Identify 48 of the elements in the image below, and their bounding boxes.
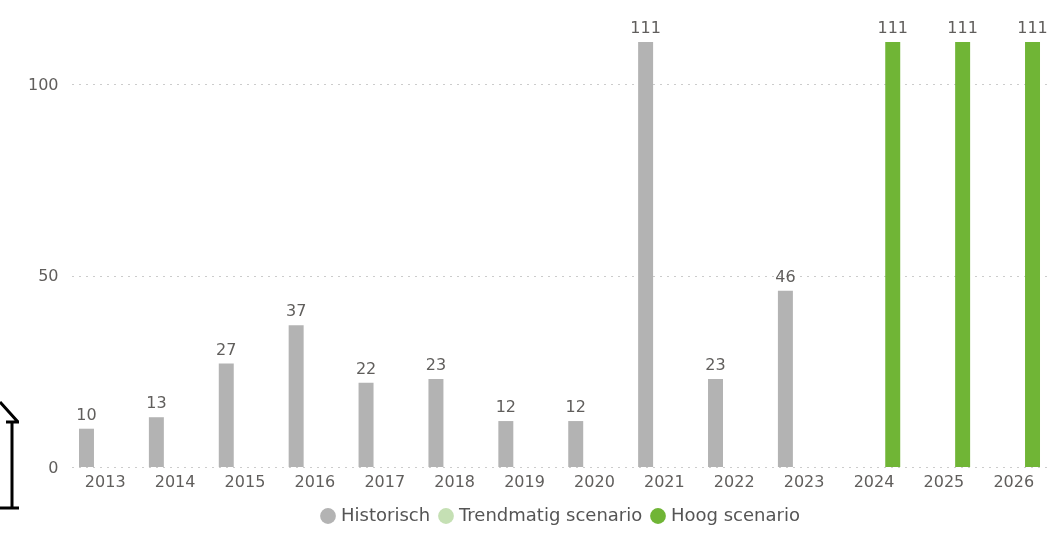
bar [428,378,444,467]
x-tick-label: 2020 [574,471,615,491]
data-label: 13 [146,393,167,413]
data-label: 23 [425,354,447,374]
legend-label: Trendmatig scenario [458,504,643,525]
y-tick-label: 0 [48,457,59,477]
x-tick-label: 2024 [853,471,895,491]
x-tick-label: 2013 [84,471,126,491]
x-tick-label: 2017 [364,471,406,491]
data-label: 12 [565,397,586,417]
bar [885,42,901,467]
x-tick-label: 2021 [643,471,685,491]
legend-label: Hoog scenario [671,504,800,525]
data-label: 37 [285,301,307,321]
x-tick-label: 2014 [154,471,196,491]
data-label: 111 [630,18,661,37]
data-label: 12 [495,397,517,417]
data-label: 46 [775,266,796,286]
bar [955,42,971,467]
data-label: 23 [705,354,726,374]
bar [568,421,584,467]
x-tick-label: 2015 [224,471,266,491]
y-tick-label: 100 [27,74,59,94]
bar [218,363,234,467]
data-label: 111 [947,18,978,37]
x-tick-label: 2023 [783,471,825,491]
data-label: 111 [877,18,909,37]
x-tick-label: 2022 [713,471,755,491]
bar [78,428,94,467]
data-label: 111 [1017,18,1048,37]
bar [358,382,374,467]
legend-label: Historisch [341,504,431,525]
bar [498,421,514,467]
bar [638,42,654,467]
bar [288,325,304,467]
bar [148,417,164,467]
x-tick-label: 2018 [434,471,476,491]
bar [708,378,723,467]
data-label: 27 [216,339,237,359]
bar [777,290,793,467]
x-tick-label: 2026 [993,471,1035,491]
x-tick-label: 2016 [294,471,336,491]
y-tick-label: 50 [38,266,59,286]
data-label: 22 [355,358,377,378]
x-tick-label: 2025 [923,471,965,491]
x-tick-label: 2019 [504,471,545,491]
data-label: 10 [76,404,97,424]
bar [1025,42,1041,467]
